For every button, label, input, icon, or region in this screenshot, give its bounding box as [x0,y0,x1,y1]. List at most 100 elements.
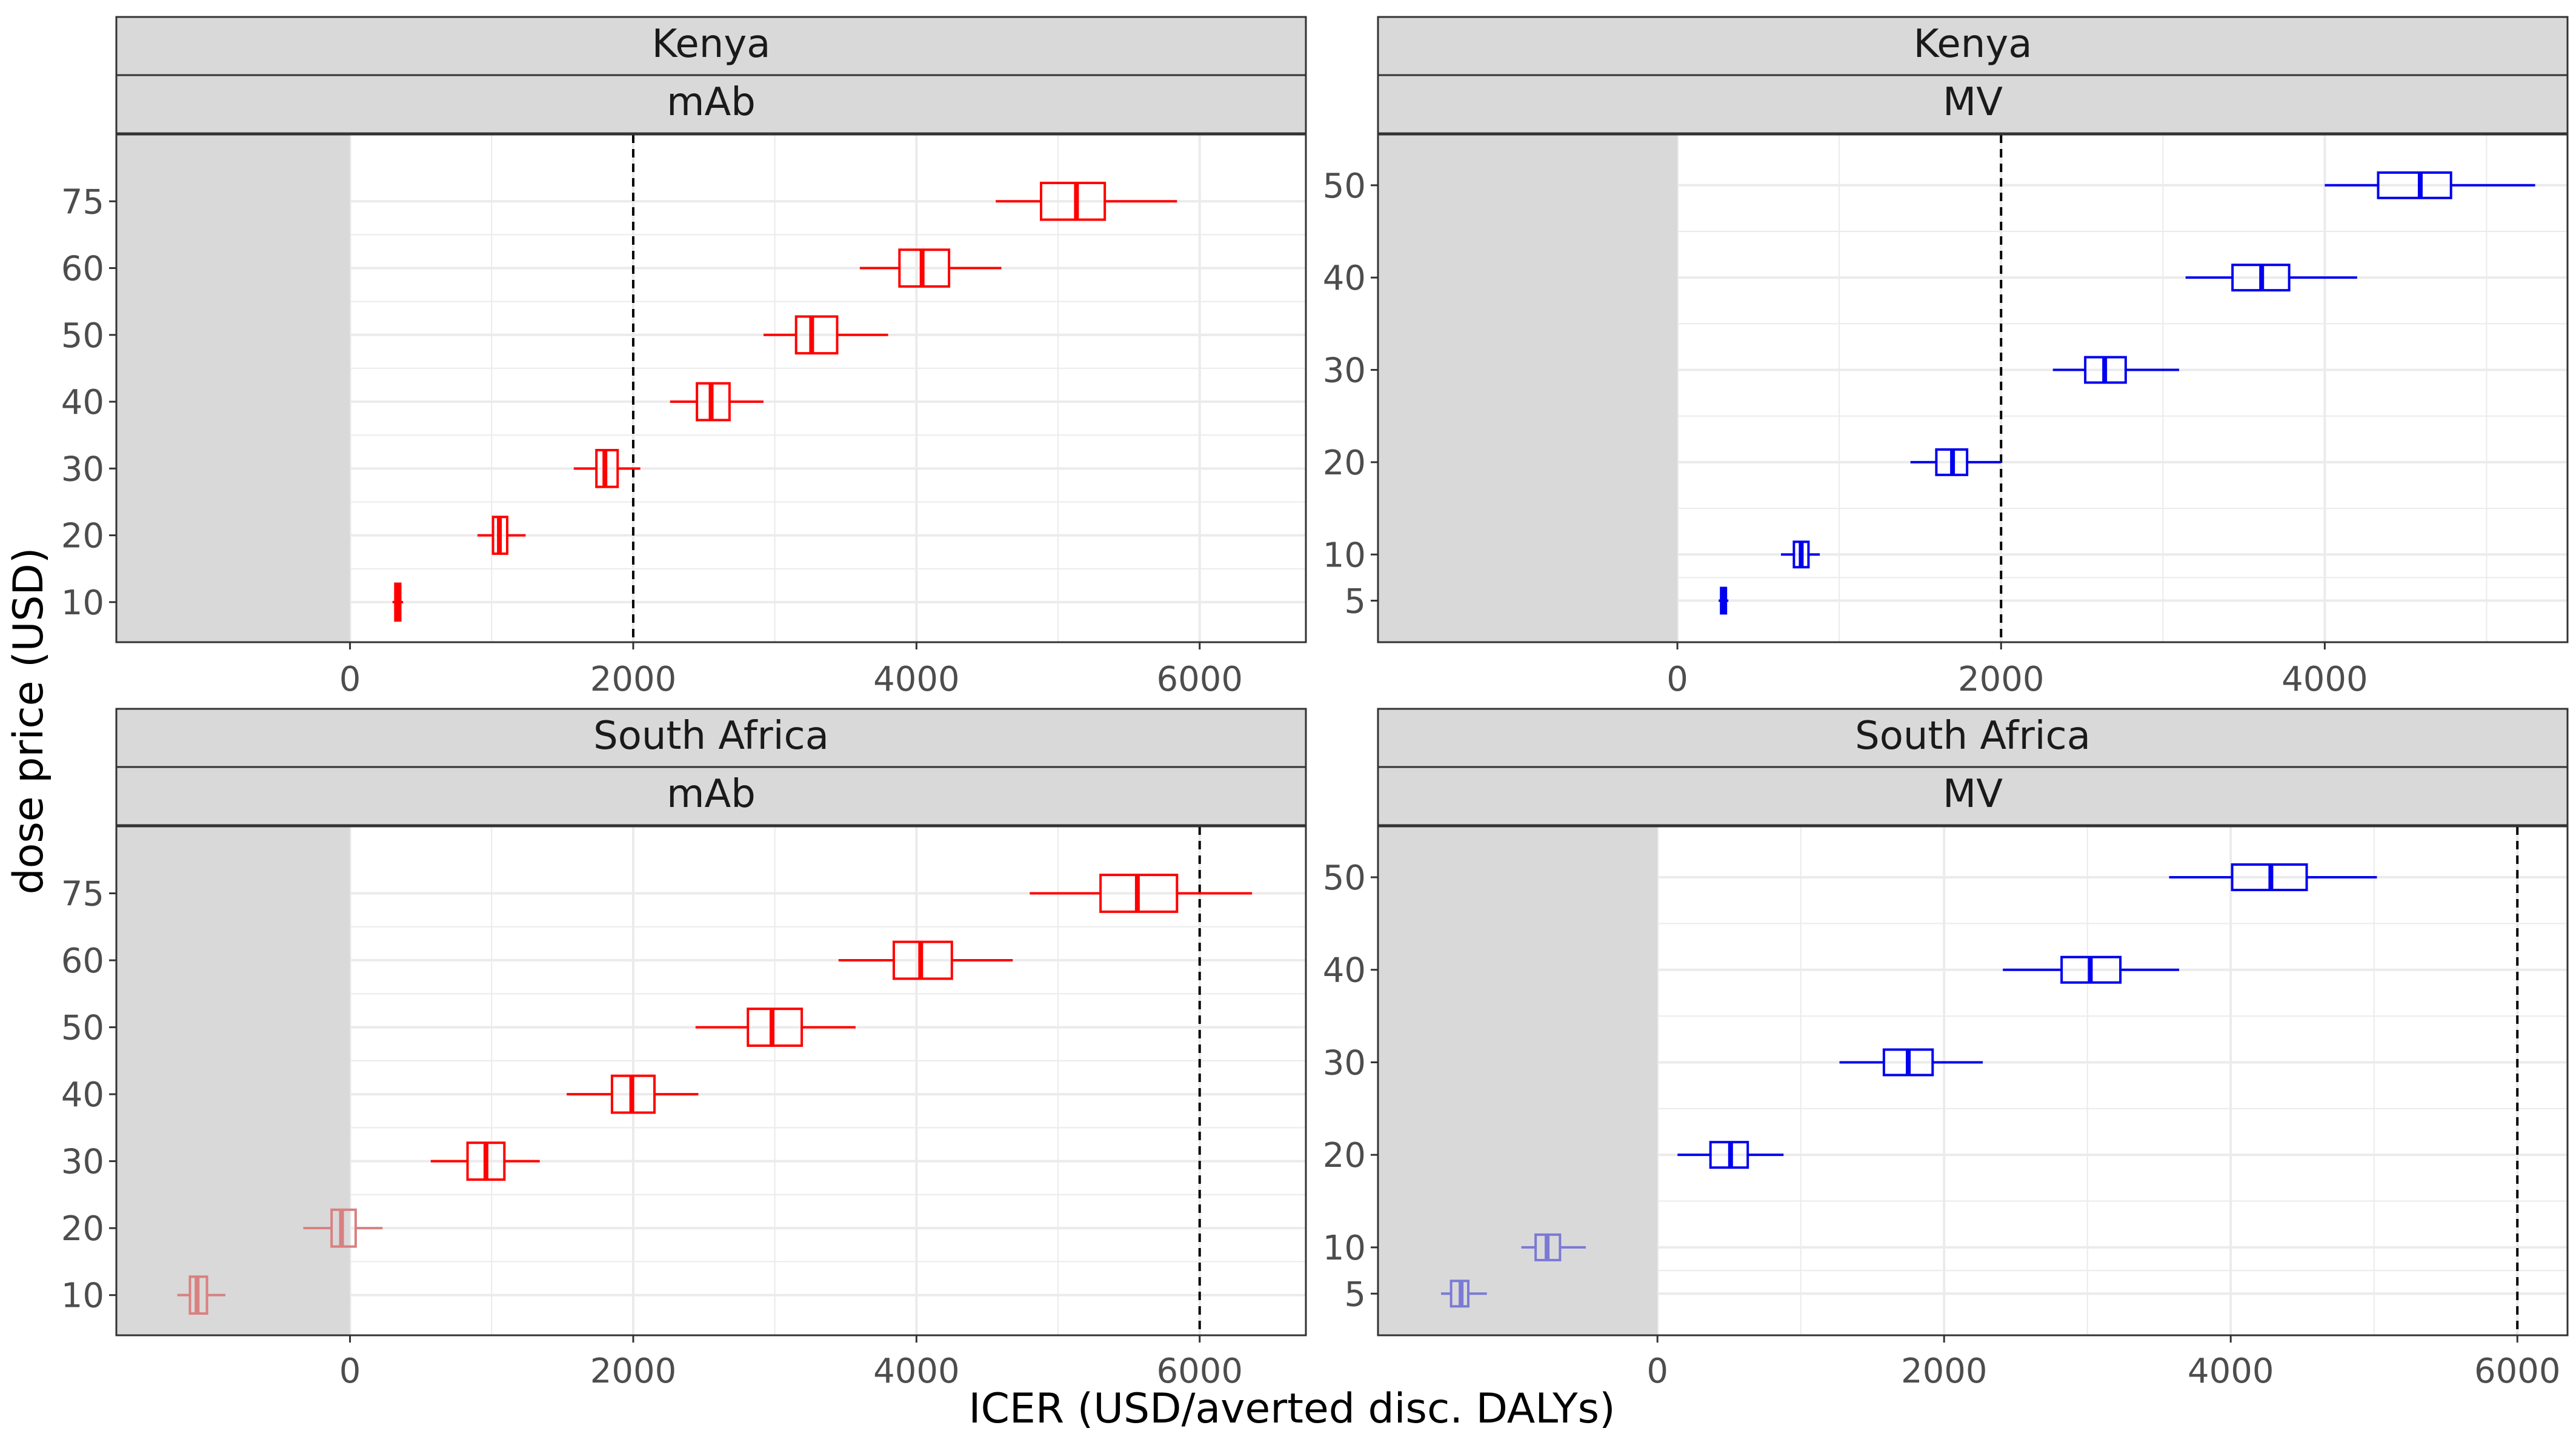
y-tick-label: 5 [1344,1275,1366,1314]
boxplot-mAb-10 [177,1275,225,1315]
boxplot-MV-50 [2325,171,2535,199]
boxplot-mAb-30 [573,448,641,488]
panel-south-africa-mv: South Africa MV 5 10 20 30 40 50 0 2000 4000 6000 [1323,708,2569,1391]
boxplot-MV-10 [1521,1233,1586,1261]
x-tick-label: 2000 [590,1352,677,1391]
boxplot-MV-5 [1719,586,1729,615]
y-tick-label: 20 [1323,443,1366,483]
panel-border [1377,825,2569,1336]
y-tick-label: 40 [1323,259,1366,298]
y-tick-label: 75 [61,182,104,222]
panel-border [115,825,1307,1336]
boxplot-MV-20 [1910,448,2002,476]
y-tick-label: 5 [1344,582,1366,621]
strip-product-bg [115,74,1307,134]
box-iqr [1039,181,1107,221]
x-tick-label: 0 [339,660,361,699]
strip-country-bg [115,16,1307,76]
strip-product-bg [1377,766,2569,826]
strip-country-label: South Africa [593,714,829,759]
x-tick-label: 2000 [1958,660,2045,699]
boxplot-MV-20 [1677,1141,1784,1169]
strip-product-label: mAb [667,772,756,817]
x-tick-label: 6000 [1156,660,1243,699]
y-tick-label: 75 [61,875,104,914]
strip-country-label: Kenya [652,22,771,67]
y-tick-label: 20 [61,1209,104,1249]
y-tick-label: 50 [61,1009,104,1048]
boxplot-mAb-50 [763,315,888,355]
y-tick-label: 30 [1323,351,1366,391]
y-tick-label: 50 [1323,167,1366,206]
x-tick-label: 4000 [2281,660,2368,699]
box-iqr [794,315,839,355]
panel-south-africa-mab: South Africa mAb 10 20 30 40 50 60 75 0 2000 4000 60… [61,708,1307,1391]
strip-country-bg [1377,16,2569,76]
box-iqr [2377,171,2452,199]
x-tick-label: 0 [1646,1352,1668,1391]
y-tick-label: 10 [1323,1229,1366,1268]
strip-product-bg [1377,74,2569,134]
y-tick-label: 40 [1323,951,1366,991]
x-tick-label: 2000 [1901,1352,1988,1391]
cost-saving-region [1378,134,1678,642]
strip-country-label: Kenya [1914,22,2032,67]
y-tick-label: 50 [61,316,104,356]
y-tick-label: 20 [1323,1136,1366,1175]
panel-kenya-mv: Kenya MV 5 10 20 30 40 50 0 2000 4000 [1323,16,2569,699]
panel-kenya-mab: Kenya mAb 10 20 30 40 50 60 75 0 2000 4000 6000 [61,16,1307,699]
boxplot-mAb-60 [838,940,1013,980]
x-tick-label: 0 [1666,660,1688,699]
boxplot-MV-30 [2052,356,2180,384]
boxplot-mAb-50 [695,1008,856,1047]
x-tick-label: 4000 [873,660,960,699]
boxplot-mAb-20 [303,1208,383,1248]
y-axis-title: dose price (USD) [5,548,53,895]
panel-border [1377,133,2569,643]
boxplot-MV-50 [2169,863,2377,891]
x-tick-label: 2000 [590,660,677,699]
cost-saving-region [1378,826,1658,1335]
boxplot-MV-10 [1781,540,1820,569]
y-tick-label: 40 [61,383,104,422]
boxplot-MV-40 [2003,955,2180,984]
y-tick-label: 50 [1323,858,1366,898]
cost-saving-region [116,134,350,642]
strip-product-label: mAb [667,80,756,125]
y-tick-label: 30 [61,450,104,489]
strip-product-label: MV [1943,772,2003,817]
boxplot-mAb-40 [670,382,764,422]
y-tick-label: 10 [1323,536,1366,575]
cost-saving-region [116,826,350,1335]
x-tick-label: 4000 [873,1352,960,1391]
x-tick-label: 4000 [2188,1352,2274,1391]
y-tick-label: 10 [61,583,104,623]
y-tick-label: 40 [61,1075,104,1115]
box-iqr [747,1008,804,1047]
y-tick-label: 10 [61,1277,104,1316]
x-tick-label: 6000 [1156,1352,1243,1391]
boxplot-MV-5 [1441,1280,1487,1308]
boxplot-MV-30 [1839,1048,1983,1077]
boxplot-mAb-75 [1030,874,1253,913]
panel-border [115,133,1307,643]
boxplot-mAb-30 [430,1141,540,1181]
y-tick-label: 20 [61,517,104,556]
y-tick-label: 30 [61,1143,104,1182]
strip-product-label: MV [1943,80,2003,125]
boxplot-mAb-60 [859,248,1002,288]
x-tick-label: 6000 [2474,1352,2561,1391]
boxplot-mAb-75 [996,181,1177,221]
boxplot-mAb-40 [567,1074,699,1114]
strip-country-bg [115,708,1307,768]
boxplot-mAb-20 [477,516,526,555]
y-tick-label: 60 [61,250,104,289]
boxplot-MV-40 [2185,264,2357,292]
y-tick-label: 30 [1323,1043,1366,1083]
x-axis-title: ICER (USD/averted disc. DALYs) [968,1385,1615,1431]
y-tick-label: 60 [61,941,104,981]
strip-product-bg [115,766,1307,826]
boxplot-mAb-10 [392,582,404,622]
